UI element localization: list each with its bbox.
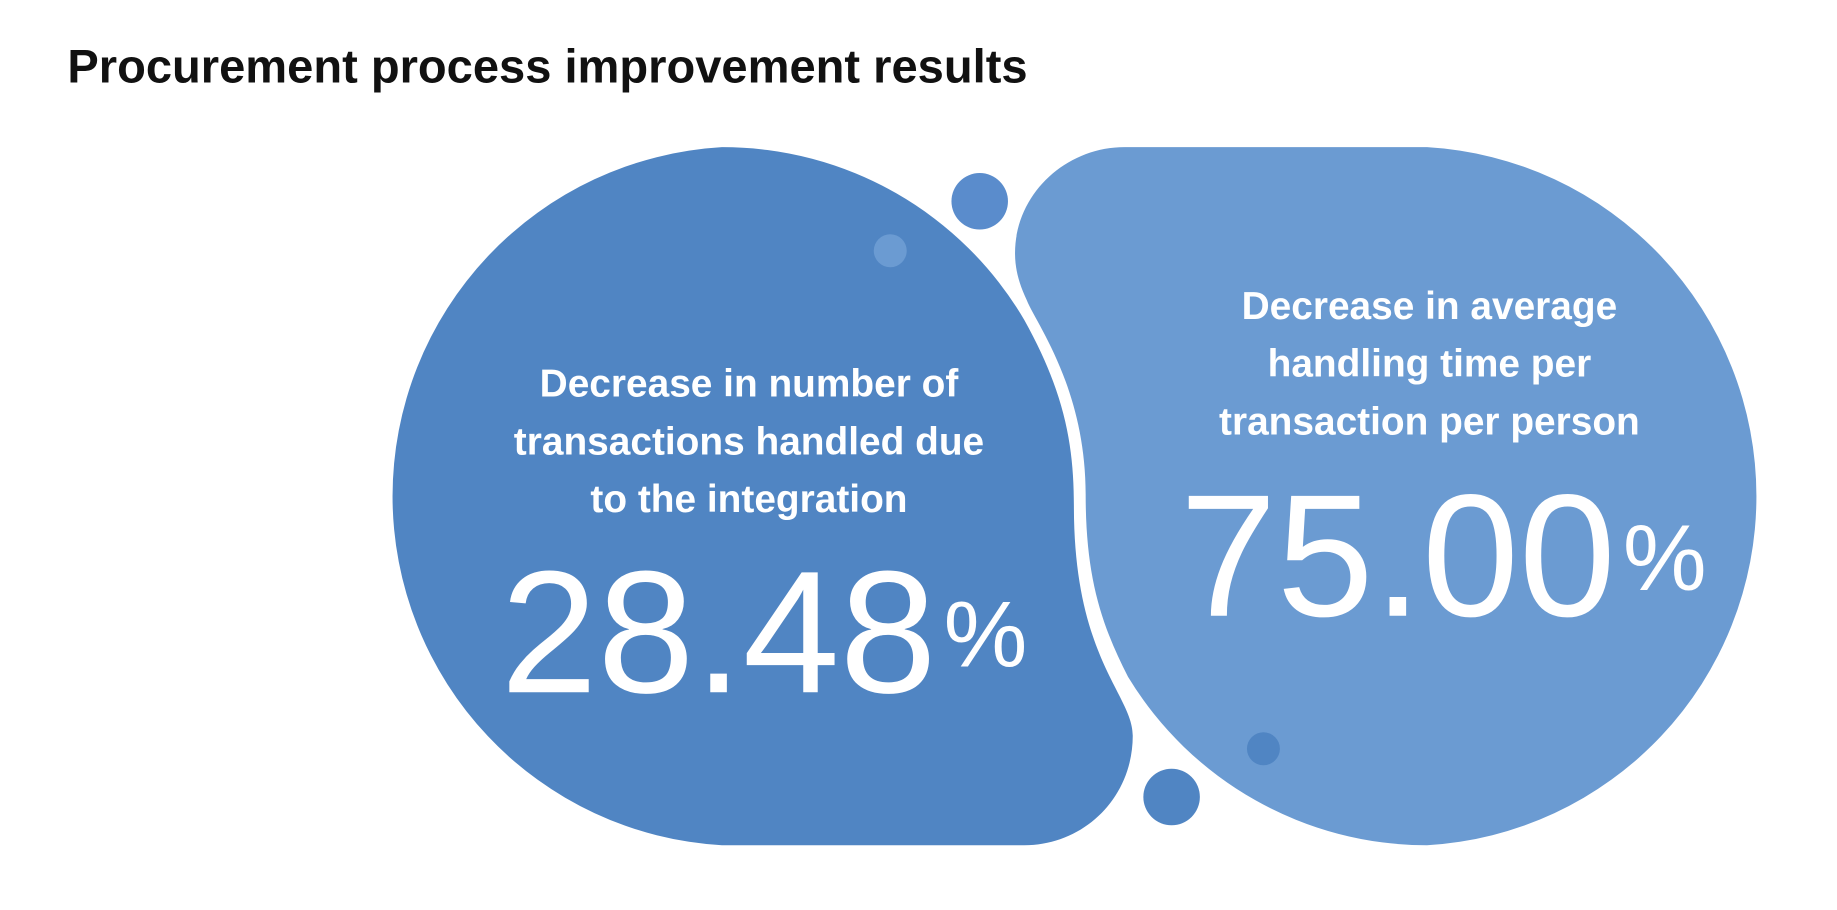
item-value: 28.48 [501,534,937,729]
item-label: transactions handled due [514,420,984,463]
item-label: Decrease in average [1242,285,1618,328]
item-unit: % [1623,505,1707,610]
left-blob [392,147,1133,846]
item-label: Decrease in number of [540,363,959,406]
item-unit: % [944,581,1028,686]
title: Procurement process improvement results [67,39,1027,92]
item-value-group: 28.48% [501,534,1028,729]
item-label: transaction per person [1219,400,1640,443]
decor-dot [1143,768,1200,826]
decor-dot [951,173,1008,230]
items: Decrease in number of transactions handle… [501,285,1707,729]
item-value-group: 75.00% [1180,458,1707,653]
right-blob [1015,147,1757,846]
item-label: handling time per [1268,343,1592,386]
item-value: 75.00 [1180,458,1616,653]
decor-dot [873,234,907,268]
item-label: to the integration [590,478,907,521]
decor-dot [1246,732,1280,766]
